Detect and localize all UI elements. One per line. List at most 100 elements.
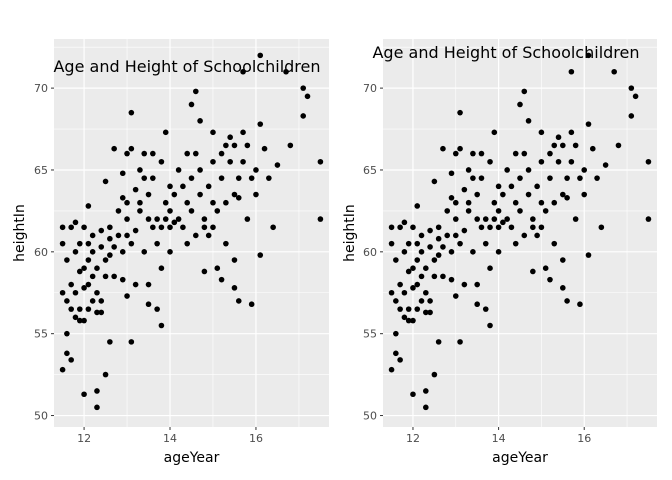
data-point	[581, 191, 588, 198]
data-point	[431, 273, 438, 280]
data-point	[500, 219, 506, 226]
data-point	[274, 162, 281, 168]
data-point	[410, 317, 416, 324]
data-point	[555, 134, 562, 141]
data-point	[218, 175, 225, 181]
data-point	[115, 208, 122, 214]
data-point	[465, 167, 472, 173]
y-tick-label: 55	[34, 328, 48, 341]
data-point	[81, 265, 87, 271]
data-point	[223, 142, 229, 149]
data-point	[248, 301, 255, 308]
data-point	[124, 216, 130, 222]
data-point	[188, 175, 195, 181]
data-point	[568, 129, 575, 136]
data-point	[287, 142, 294, 149]
data-point	[487, 158, 493, 165]
data-point	[98, 298, 105, 304]
data-point	[188, 208, 195, 214]
data-point	[512, 240, 519, 247]
data-point	[102, 371, 109, 378]
data-point	[388, 366, 395, 373]
data-point	[577, 175, 583, 181]
data-point	[266, 175, 272, 181]
data-point	[76, 306, 83, 312]
data-point	[158, 322, 165, 329]
data-point	[102, 257, 109, 263]
data-point	[474, 216, 480, 222]
data-point	[68, 357, 74, 363]
data-point	[482, 306, 489, 312]
data-point	[602, 162, 609, 168]
data-point	[538, 158, 545, 165]
data-point	[76, 268, 83, 275]
data-point	[180, 224, 186, 231]
data-point	[205, 232, 212, 239]
x-axis-title: ageYear	[164, 450, 220, 466]
data-point	[111, 244, 117, 250]
data-point	[427, 227, 433, 234]
data-point	[423, 265, 429, 271]
data-point	[72, 314, 79, 321]
data-point	[76, 240, 83, 247]
data-point	[94, 265, 100, 271]
data-point	[440, 273, 446, 280]
y-axis-title: heightIn	[12, 204, 28, 262]
data-point	[197, 191, 203, 198]
data-point	[124, 199, 130, 206]
data-point	[465, 199, 472, 206]
data-point	[405, 306, 412, 312]
data-point	[175, 167, 182, 173]
data-point	[89, 273, 96, 280]
data-point	[435, 224, 442, 231]
x-tick-label: 12	[406, 432, 420, 445]
data-point	[521, 150, 528, 157]
data-point	[85, 203, 92, 209]
data-point	[317, 216, 324, 222]
data-point	[564, 175, 570, 181]
data-point	[180, 183, 186, 190]
data-point	[154, 240, 160, 247]
data-point	[478, 175, 485, 181]
data-point	[495, 208, 502, 214]
y-tick-label: 55	[363, 328, 377, 341]
data-point	[585, 252, 592, 258]
data-point	[555, 158, 562, 165]
data-point	[107, 252, 113, 258]
x-tick-label: 12	[77, 432, 91, 445]
data-point	[85, 240, 92, 247]
data-point	[482, 240, 489, 247]
data-point	[124, 293, 130, 299]
data-point	[132, 186, 139, 193]
data-point	[150, 150, 156, 157]
data-point	[393, 298, 399, 304]
data-point	[59, 224, 66, 231]
data-point	[197, 167, 203, 173]
data-point	[405, 268, 412, 275]
data-point	[410, 285, 416, 291]
data-point	[244, 142, 251, 149]
data-point	[525, 191, 532, 198]
data-point	[487, 265, 493, 271]
data-point	[405, 317, 412, 324]
data-point	[184, 240, 191, 247]
data-point	[397, 281, 403, 288]
data-point	[440, 244, 446, 250]
data-point	[461, 281, 468, 288]
data-point	[124, 232, 130, 239]
chart-annotation: Age and Height of Schoolchildren	[53, 57, 320, 76]
data-point	[184, 150, 191, 157]
data-point	[448, 249, 455, 255]
data-point	[162, 216, 169, 222]
data-point	[107, 235, 113, 242]
data-point	[137, 167, 143, 173]
data-point	[542, 208, 549, 214]
data-point	[414, 281, 421, 288]
data-point	[81, 285, 87, 291]
data-point	[223, 199, 229, 206]
data-point	[141, 150, 148, 157]
data-point	[414, 306, 421, 312]
data-point	[111, 145, 117, 152]
data-point	[115, 232, 122, 239]
chart-annotation: Age and Height of Schoolchildren	[372, 43, 639, 62]
